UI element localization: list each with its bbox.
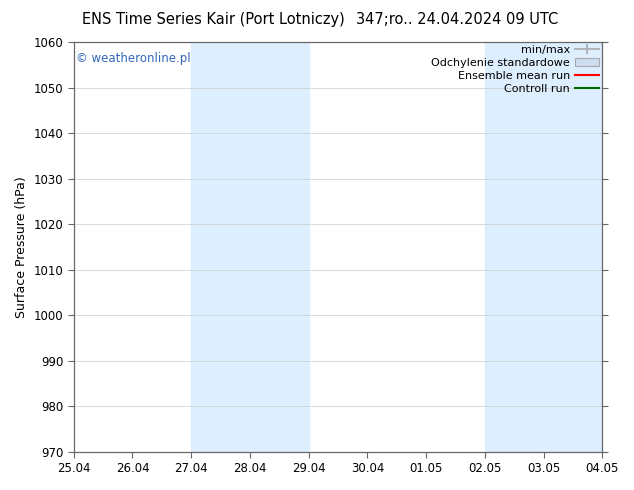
- Legend: min/max, Odchylenie standardowe, Ensemble mean run, Controll run: min/max, Odchylenie standardowe, Ensembl…: [429, 43, 601, 96]
- Bar: [191, 42, 309, 452]
- Text: ENS Time Series Kair (Port Lotniczy): ENS Time Series Kair (Port Lotniczy): [82, 12, 345, 27]
- Bar: [485, 42, 602, 452]
- Y-axis label: Surface Pressure (hPa): Surface Pressure (hPa): [15, 176, 28, 318]
- Text: 347;ro.. 24.04.2024 09 UTC: 347;ro.. 24.04.2024 09 UTC: [356, 12, 558, 27]
- Text: © weatheronline.pl: © weatheronline.pl: [76, 52, 191, 65]
